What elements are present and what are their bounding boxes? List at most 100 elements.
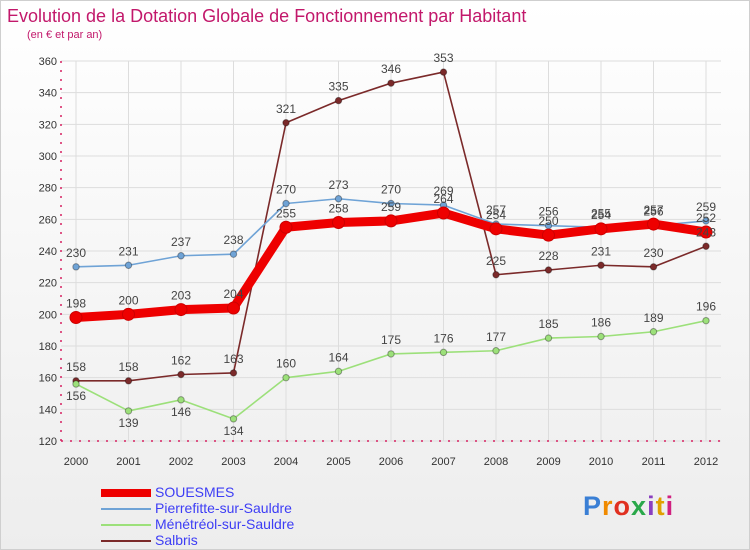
logo-letter: P xyxy=(583,491,603,521)
data-label-pierrefitte-sur-sauldre-2004: 270 xyxy=(276,183,296,197)
data-label-souesmes-2002: 203 xyxy=(171,289,191,303)
legend-swatch-salbris xyxy=(101,540,151,542)
data-label-souesmes-2008: 254 xyxy=(486,208,506,222)
data-label-souesmes-2003: 204 xyxy=(223,287,243,301)
legend-swatch-pierrefitte xyxy=(101,508,151,510)
point-souesmes-2010 xyxy=(594,222,608,236)
point-pierrefitte-sur-sauldre-2003 xyxy=(229,250,238,258)
y-tick-label: 200 xyxy=(39,309,57,321)
data-label-salbris-2008: 225 xyxy=(486,254,506,268)
data-label-souesmes-2010: 254 xyxy=(591,208,611,222)
point-menetreol-sur-sauldre-2007 xyxy=(439,348,448,357)
point-menetreol-sur-sauldre-2006 xyxy=(387,350,395,358)
point-menetreol-sur-sauldre-2009 xyxy=(544,334,553,342)
data-label-pierrefitte-sur-sauldre-2001: 231 xyxy=(118,244,138,258)
logo-letter: t xyxy=(655,491,666,521)
data-label-menetreol-sur-sauldre-2006: 175 xyxy=(381,333,401,347)
legend-swatch-menetreol xyxy=(101,524,151,526)
point-salbris-2007 xyxy=(439,68,448,76)
point-salbris-2010 xyxy=(597,261,605,269)
point-salbris-2005 xyxy=(334,96,343,105)
point-pierrefitte-sur-sauldre-2002 xyxy=(177,252,185,260)
point-salbris-2008 xyxy=(492,271,500,279)
data-label-salbris-2001: 158 xyxy=(118,360,138,374)
y-tick-label: 280 xyxy=(39,183,57,195)
point-pierrefitte-sur-sauldre-2006 xyxy=(387,199,395,208)
data-label-salbris-2009: 228 xyxy=(538,249,558,263)
data-label-souesmes-2005: 258 xyxy=(328,202,348,216)
logo-letter: i xyxy=(647,491,656,521)
x-tick-label: 2011 xyxy=(642,456,666,468)
point-souesmes-2002 xyxy=(174,303,188,317)
legend-label-menetreol: Ménétréol-sur-Sauldre xyxy=(155,516,295,532)
data-label-souesmes-2004: 255 xyxy=(276,206,296,220)
data-label-menetreol-sur-sauldre-2003: 134 xyxy=(223,424,243,438)
y-tick-label: 220 xyxy=(39,278,57,290)
legend-item-souesmes: SOUESMES xyxy=(101,484,361,501)
data-label-menetreol-sur-sauldre-2007: 176 xyxy=(433,331,453,345)
data-label-pierrefitte-sur-sauldre-2006: 270 xyxy=(381,183,401,197)
data-label-salbris-2005: 335 xyxy=(328,80,348,94)
x-tick-label: 2010 xyxy=(589,456,613,468)
data-label-souesmes-2012: 252 xyxy=(696,211,716,225)
point-salbris-2011 xyxy=(649,263,658,271)
point-menetreol-sur-sauldre-2005 xyxy=(334,367,343,376)
data-label-salbris-2000: 158 xyxy=(66,360,86,374)
point-souesmes-2011 xyxy=(647,217,660,231)
point-souesmes-2007 xyxy=(437,206,450,220)
point-souesmes-2004 xyxy=(279,220,293,234)
data-label-pierrefitte-sur-sauldre-2009: 256 xyxy=(538,205,558,219)
logo-letter: r xyxy=(602,491,614,521)
data-label-salbris-2010: 231 xyxy=(591,244,611,258)
point-pierrefitte-sur-sauldre-2001 xyxy=(124,261,133,269)
chart-subtitle: (en € et par an) xyxy=(27,29,103,41)
data-label-souesmes-2007: 264 xyxy=(433,192,453,206)
data-label-salbris-2007: 353 xyxy=(433,51,453,65)
y-tick-label: 360 xyxy=(39,56,57,68)
point-pierrefitte-sur-sauldre-2005 xyxy=(334,195,343,203)
x-tick-label: 2001 xyxy=(116,456,140,468)
data-label-souesmes-2011: 257 xyxy=(643,203,663,217)
point-menetreol-sur-sauldre-2001 xyxy=(124,407,133,415)
point-souesmes-2003 xyxy=(227,301,240,315)
point-salbris-2003 xyxy=(229,369,238,377)
point-menetreol-sur-sauldre-2011 xyxy=(649,328,658,336)
proxiti-logo: Proxiti xyxy=(583,491,674,522)
y-tick-label: 340 xyxy=(39,88,57,100)
data-label-salbris-2006: 346 xyxy=(381,62,401,76)
data-label-menetreol-sur-sauldre-2005: 164 xyxy=(328,350,348,364)
point-salbris-2004 xyxy=(282,119,290,127)
point-menetreol-sur-sauldre-2012 xyxy=(702,316,710,325)
data-labels-layer: 158 158 162 163 321 335 346 353 225 228 231 230 243 1… xyxy=(66,51,716,438)
x-tick-label: 2006 xyxy=(379,456,403,468)
point-menetreol-sur-sauldre-2003 xyxy=(229,415,238,423)
legend-swatch-souesmes xyxy=(101,489,151,497)
data-label-menetreol-sur-sauldre-2001: 139 xyxy=(118,416,138,430)
data-label-salbris-2012: 243 xyxy=(696,225,716,239)
data-label-menetreol-sur-sauldre-2009: 185 xyxy=(538,317,558,331)
data-label-pierrefitte-sur-sauldre-2000: 230 xyxy=(66,246,86,260)
data-label-pierrefitte-sur-sauldre-2002: 237 xyxy=(171,235,191,249)
data-label-menetreol-sur-sauldre-2012: 196 xyxy=(696,300,716,314)
chart-title: Evolution de la Dotation Globale de Fonc… xyxy=(7,6,527,26)
point-souesmes-2009 xyxy=(542,228,555,242)
y-tick-label: 120 xyxy=(39,436,57,448)
point-souesmes-2001 xyxy=(122,307,135,321)
y-tick-label: 240 xyxy=(39,246,57,258)
legend-item-salbris: Salbris xyxy=(101,532,361,549)
point-menetreol-sur-sauldre-2010 xyxy=(597,332,605,341)
data-label-menetreol-sur-sauldre-2004: 160 xyxy=(276,357,296,371)
y-tick-label: 180 xyxy=(39,341,57,353)
series-lines-layer xyxy=(69,68,713,423)
data-label-menetreol-sur-sauldre-2002: 146 xyxy=(171,405,191,419)
logo-letter: o xyxy=(613,491,632,521)
legend-label-souesmes: SOUESMES xyxy=(155,484,235,500)
data-label-menetreol-sur-sauldre-2000: 156 xyxy=(66,389,86,403)
x-tick-label: 2009 xyxy=(536,456,560,468)
point-menetreol-sur-sauldre-2000 xyxy=(72,380,80,388)
data-label-salbris-2003: 163 xyxy=(223,352,243,366)
point-souesmes-2005 xyxy=(332,216,345,229)
data-label-salbris-2011: 230 xyxy=(643,246,663,260)
y-tick-label: 320 xyxy=(39,119,57,131)
